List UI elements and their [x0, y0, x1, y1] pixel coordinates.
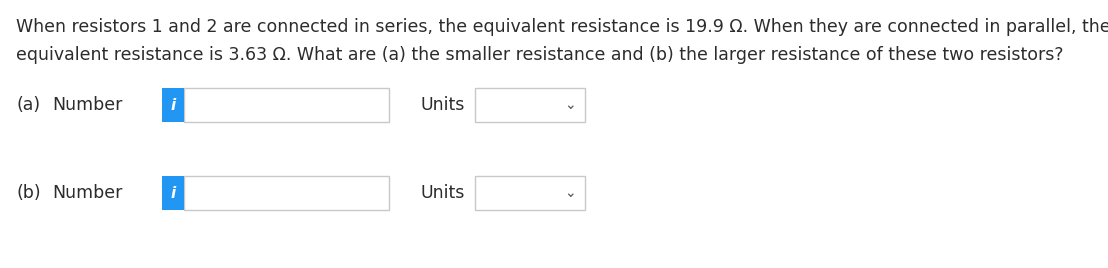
Text: ⌄: ⌄ [564, 98, 576, 112]
Text: ⌄: ⌄ [564, 186, 576, 200]
Text: (a): (a) [16, 96, 40, 114]
Text: equivalent resistance is 3.63 Ω. What are (a) the smaller resistance and (b) the: equivalent resistance is 3.63 Ω. What ar… [16, 46, 1064, 64]
Text: i: i [171, 98, 176, 113]
Text: Number: Number [52, 96, 122, 114]
Text: i: i [171, 185, 176, 200]
Text: When resistors 1 and 2 are connected in series, the equivalent resistance is 19.: When resistors 1 and 2 are connected in … [16, 18, 1108, 36]
Text: (b): (b) [16, 184, 41, 202]
FancyBboxPatch shape [184, 88, 389, 122]
FancyBboxPatch shape [475, 88, 585, 122]
Text: Units: Units [420, 184, 464, 202]
FancyBboxPatch shape [475, 176, 585, 210]
Text: Number: Number [52, 184, 122, 202]
FancyBboxPatch shape [162, 176, 184, 210]
FancyBboxPatch shape [162, 88, 184, 122]
Text: Units: Units [420, 96, 464, 114]
FancyBboxPatch shape [184, 176, 389, 210]
